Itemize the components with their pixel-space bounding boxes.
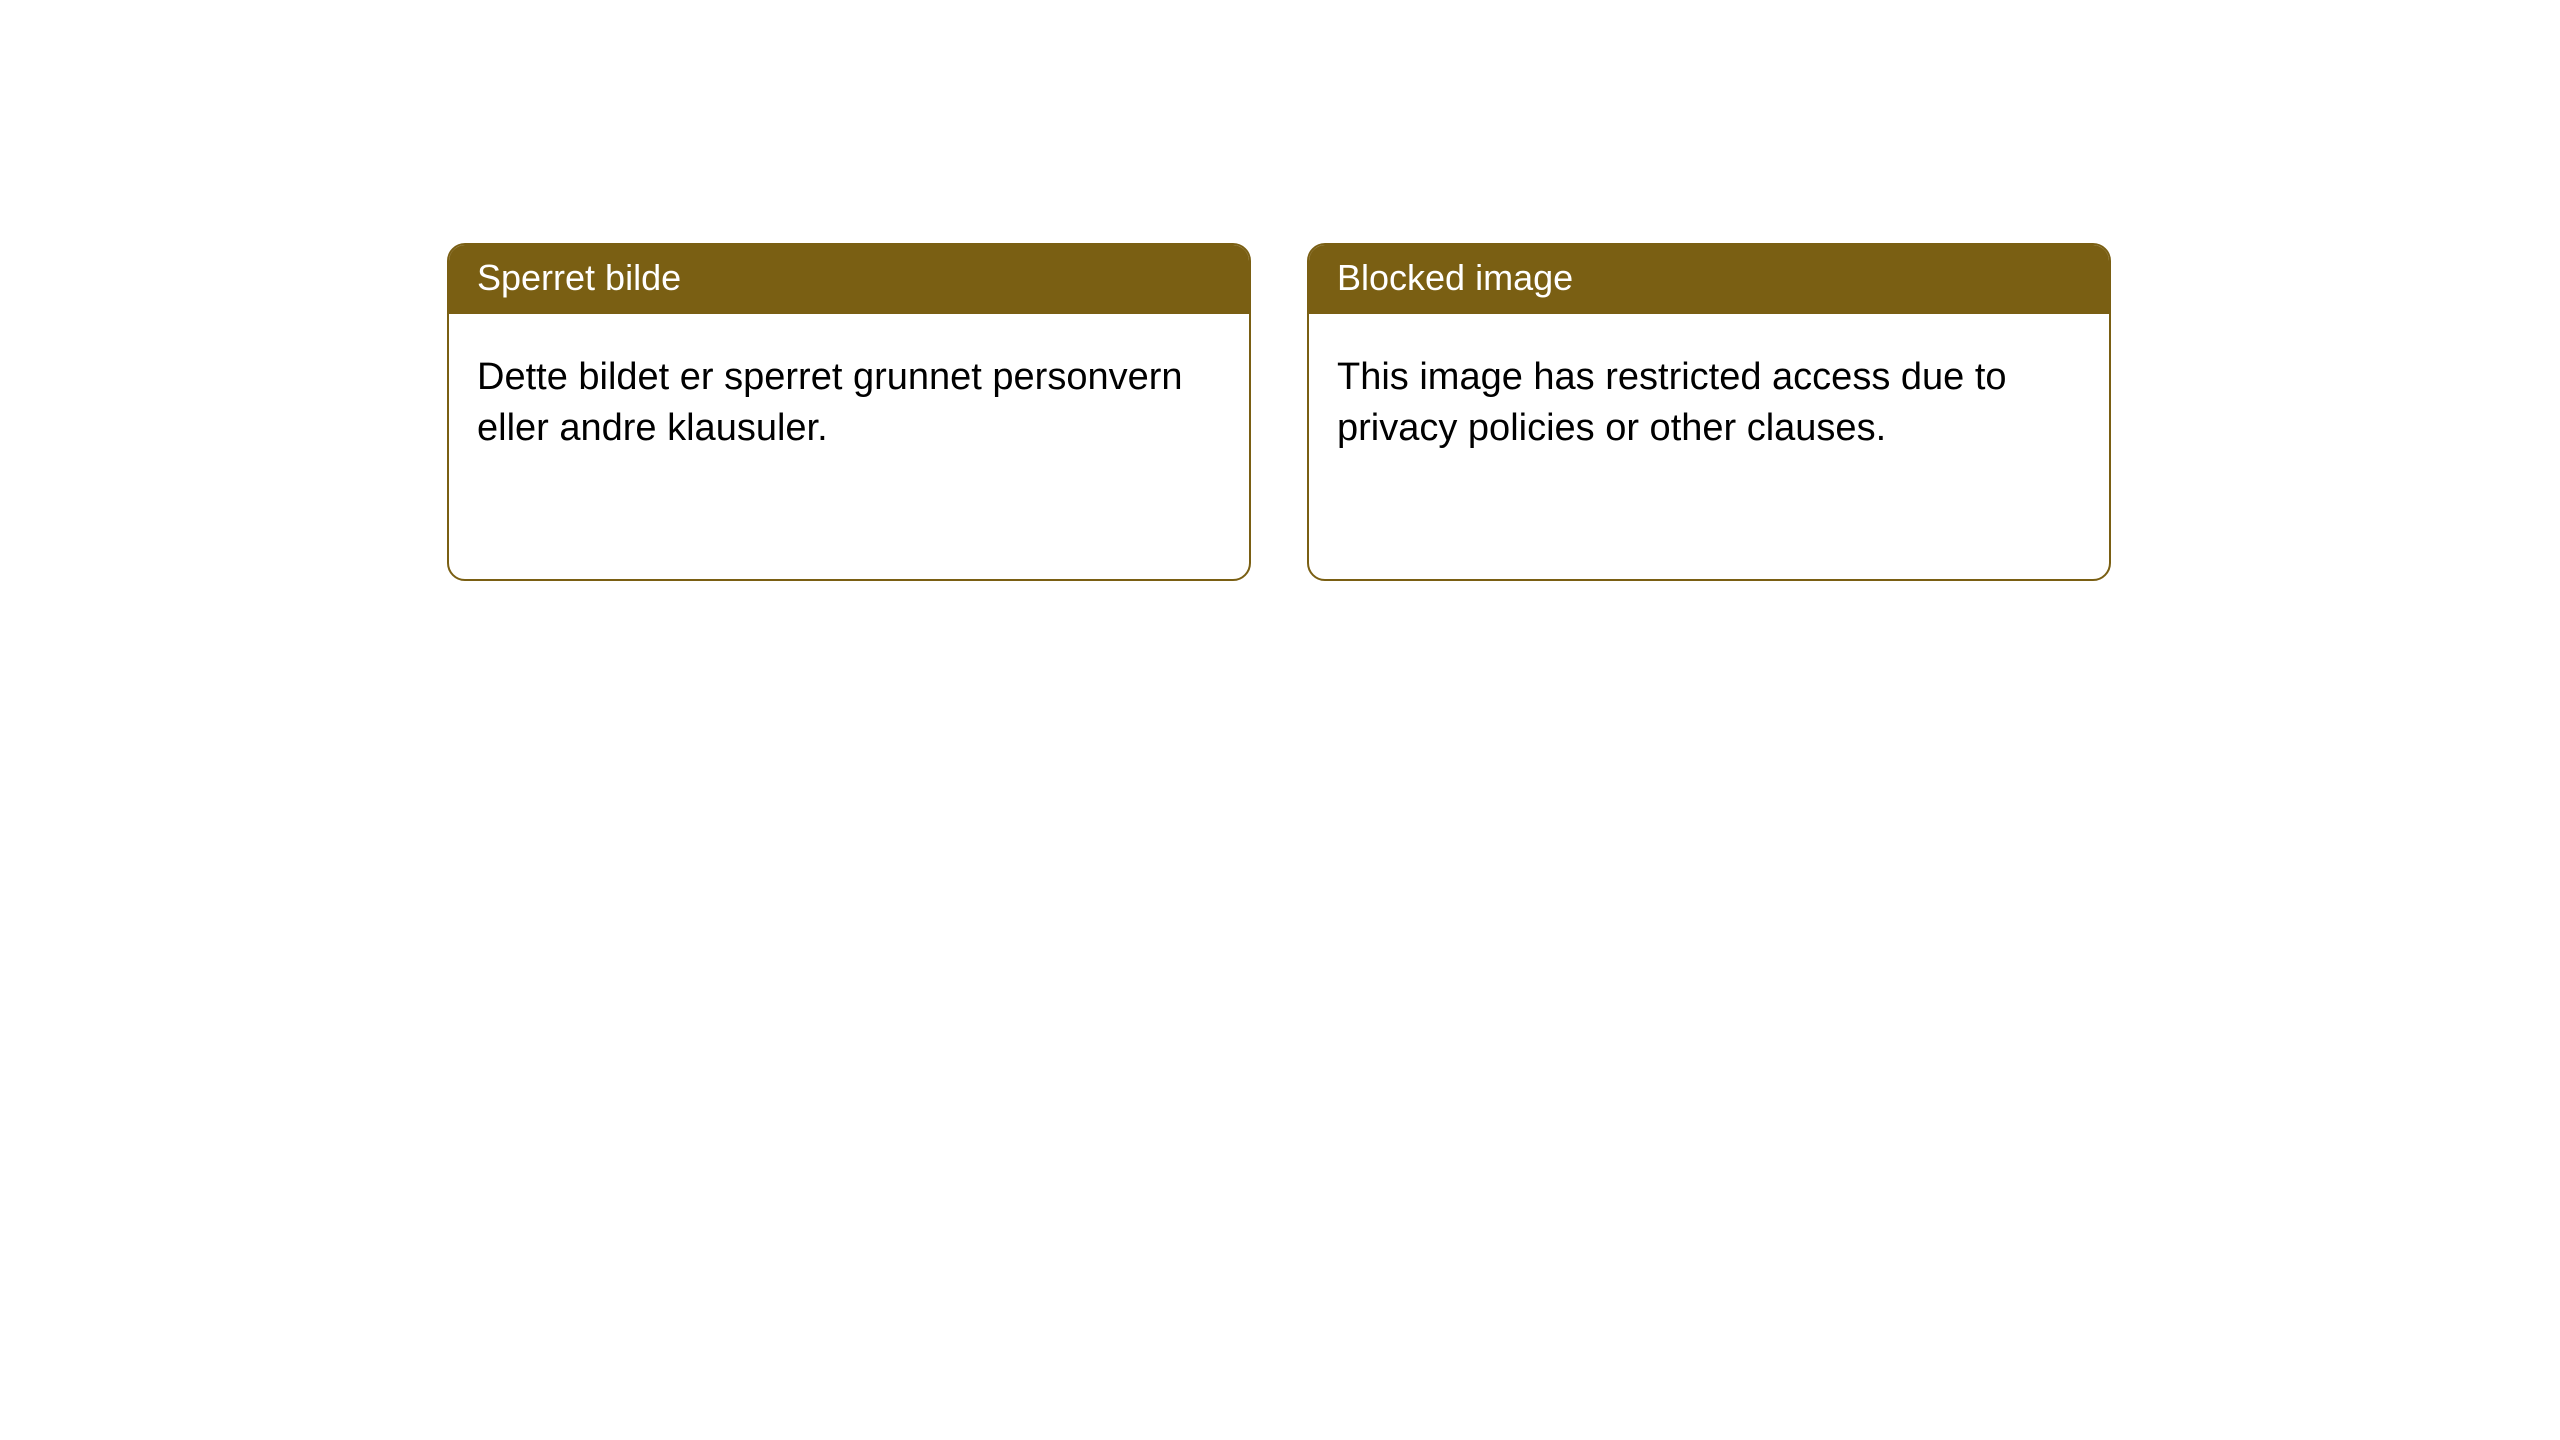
card-message: Dette bildet er sperret grunnet personve…: [477, 356, 1183, 449]
notice-card-english: Blocked image This image has restricted …: [1307, 243, 2111, 581]
notice-card-norwegian: Sperret bilde Dette bildet er sperret gr…: [447, 243, 1251, 581]
card-body: Dette bildet er sperret grunnet personve…: [449, 314, 1249, 493]
notice-container: Sperret bilde Dette bildet er sperret gr…: [447, 243, 2111, 581]
card-header: Sperret bilde: [449, 245, 1249, 314]
card-title: Blocked image: [1337, 257, 1573, 298]
card-message: This image has restricted access due to …: [1337, 356, 2007, 449]
card-body: This image has restricted access due to …: [1309, 314, 2109, 493]
card-title: Sperret bilde: [477, 257, 681, 298]
card-header: Blocked image: [1309, 245, 2109, 314]
